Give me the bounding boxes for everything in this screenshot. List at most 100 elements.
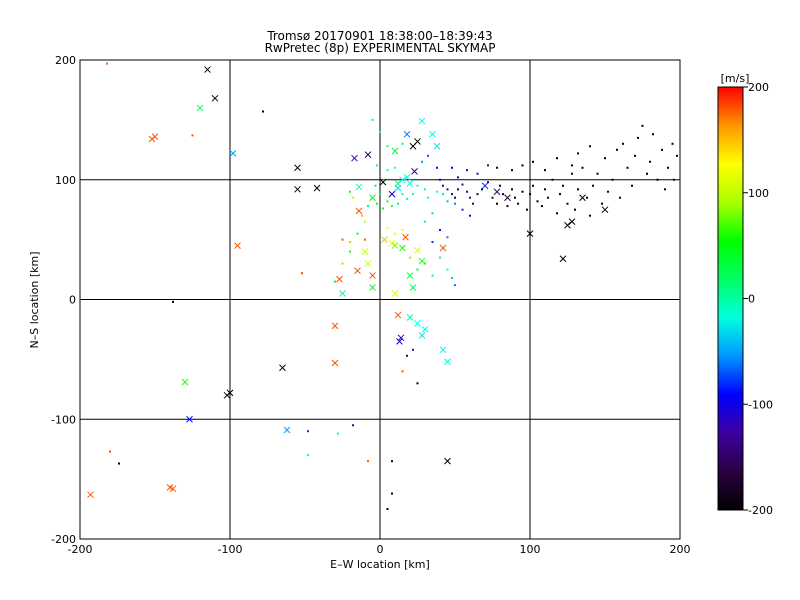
data-point	[401, 193, 404, 196]
data-point	[589, 145, 591, 148]
data-point-cross	[481, 182, 489, 190]
data-point-cross	[394, 184, 402, 192]
data-point-cross	[364, 151, 372, 158]
data-point	[379, 130, 381, 133]
data-point	[446, 236, 449, 239]
data-point	[526, 208, 528, 211]
data-point	[496, 202, 498, 205]
colorbar-tick-label: -100	[748, 398, 773, 411]
data-point-cross	[229, 150, 237, 157]
data-point	[394, 166, 396, 169]
data-point	[361, 214, 363, 217]
data-point	[466, 169, 468, 172]
data-point	[431, 274, 434, 277]
data-point	[637, 136, 639, 139]
data-point	[386, 226, 389, 229]
data-point	[491, 196, 494, 199]
data-point-cross	[379, 178, 387, 186]
data-point	[379, 193, 381, 196]
data-point-cross	[568, 218, 576, 226]
data-point	[607, 190, 609, 193]
data-point-cross	[406, 272, 414, 279]
data-point	[301, 272, 303, 275]
data-point	[619, 196, 621, 199]
data-point	[431, 241, 434, 244]
data-point-cross	[169, 485, 177, 493]
data-point	[109, 450, 111, 453]
data-point	[511, 169, 513, 172]
data-point-cross	[399, 176, 406, 184]
data-point	[559, 193, 561, 196]
data-point	[334, 280, 336, 283]
data-point	[577, 188, 579, 191]
data-point	[386, 200, 389, 203]
data-point	[469, 196, 471, 199]
data-point	[416, 268, 419, 271]
data-point-cross	[391, 290, 399, 297]
data-point	[431, 212, 434, 215]
chart-title: Tromsø 20170901 18:38:00–18:39:43	[266, 29, 492, 43]
data-point	[673, 178, 675, 181]
data-point-cross	[388, 190, 396, 198]
data-point	[521, 190, 524, 193]
data-point	[406, 197, 408, 200]
x-tick-label: 200	[670, 543, 691, 556]
data-point	[544, 188, 546, 191]
y-axis-ticks: -200 -100 0 100 200	[51, 54, 76, 546]
data-point	[517, 202, 519, 205]
data-point	[446, 200, 449, 203]
data-point	[367, 205, 369, 208]
x-axis-label: E–W location [km]	[330, 558, 430, 571]
data-point	[262, 110, 264, 113]
data-point	[454, 196, 456, 199]
data-point	[391, 205, 393, 208]
data-point	[439, 178, 441, 181]
data-point	[439, 229, 441, 232]
x-tick-label: -100	[218, 543, 243, 556]
data-point	[307, 430, 309, 433]
data-point	[472, 202, 474, 205]
data-point-cross	[381, 236, 388, 243]
data-point-cross	[355, 183, 363, 191]
data-point-cross	[336, 275, 343, 283]
data-point-cross	[331, 322, 339, 330]
data-point-cross	[369, 284, 376, 291]
data-point-cross	[418, 257, 426, 265]
data-point	[506, 205, 509, 208]
data-point-cross	[391, 242, 399, 249]
data-point	[454, 202, 456, 205]
data-point	[451, 193, 453, 196]
data-point	[556, 212, 558, 215]
data-point	[436, 166, 438, 169]
data-point-cross	[394, 179, 402, 187]
data-point	[571, 172, 573, 175]
data-point	[622, 142, 624, 145]
data-point	[661, 148, 663, 151]
data-point-cross	[211, 94, 219, 102]
data-point-cross	[369, 272, 376, 279]
data-point-cross	[364, 260, 372, 267]
data-point	[556, 157, 558, 160]
data-point	[349, 241, 351, 244]
data-point-cross	[196, 104, 204, 112]
x-tick-label: -200	[68, 543, 93, 556]
data-point	[487, 181, 489, 184]
data-point	[391, 492, 393, 495]
data-point-cross	[409, 142, 417, 150]
data-point-cross	[433, 142, 441, 150]
data-point	[416, 184, 419, 187]
data-point	[424, 220, 426, 223]
data-point	[424, 188, 426, 191]
data-point	[454, 284, 456, 287]
data-point	[364, 220, 366, 223]
data-point-cross	[418, 117, 426, 125]
data-point	[641, 124, 644, 127]
data-point	[386, 508, 389, 511]
data-point-cross	[151, 133, 159, 140]
data-point	[502, 193, 504, 196]
data-point-cross	[406, 179, 414, 187]
data-point-cross	[294, 164, 301, 172]
data-point	[364, 238, 366, 241]
data-point-cross	[226, 389, 234, 397]
